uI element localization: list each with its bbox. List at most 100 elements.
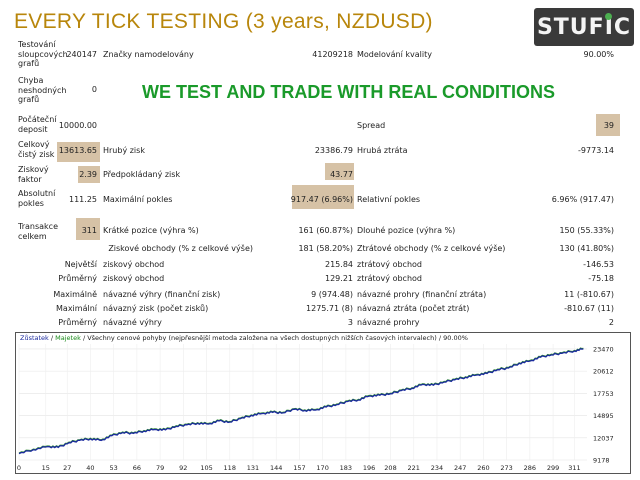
expected-payoff-label: Předpokládaný zisk — [103, 170, 181, 179]
x-tick-label: 221 — [408, 464, 420, 472]
x-tick-label: 27 — [63, 464, 71, 472]
loss-trades-label: Ztrátové obchody (% z celkové výše) — [357, 244, 506, 253]
report-title: EVERY TICK TESTING (3 years, NZDUSD) — [14, 10, 433, 34]
title-main: EVERY TICK TESTING — [14, 10, 240, 33]
x-tick-label: 286 — [524, 464, 536, 472]
net-profit-value: 13613.65 — [58, 146, 97, 155]
short-positions-value: 161 (60.87%) — [298, 226, 353, 235]
bars-label: Testování sloupcových grafů — [18, 40, 68, 68]
expected-payoff-value: 43.77 — [330, 170, 353, 179]
avg-consec-losses-label: návazné prohry — [357, 318, 420, 327]
y-tick-label: 14895 — [593, 412, 614, 420]
largest-loss-value: -146.53 — [583, 260, 614, 269]
long-positions-label: Dlouhé pozice (výhra %) — [357, 226, 456, 235]
avg-profit-value: 129.21 — [325, 274, 353, 283]
chart-lines — [18, 347, 584, 455]
ticks-value: 41209218 — [312, 50, 353, 59]
slogan: WE TEST AND TRADE WITH REAL CONDITIONS — [142, 82, 555, 102]
x-tick-label: 299 — [547, 464, 559, 472]
x-tick-label: 66 — [133, 464, 141, 472]
x-tick-label: 15 — [42, 464, 50, 472]
maximal-profit-label: návazný zisk (počet zisků) — [103, 304, 209, 313]
avg-consec-row-label: Průměrný — [58, 318, 97, 327]
net-profit-highlight — [57, 142, 100, 162]
largest-profit-label: ziskový obchod — [103, 260, 165, 269]
x-tick-label: 92 — [179, 464, 187, 472]
spread-highlight — [596, 114, 620, 136]
deposit-value: 10000.00 — [58, 121, 97, 130]
avg-consec-losses-value: 2 — [608, 318, 614, 327]
max-row-label: Maximálně — [53, 290, 97, 299]
profit-trades-value: 181 (58.20%) — [298, 244, 353, 253]
x-tick-label: 118 — [224, 464, 236, 472]
x-tick-label: 247 — [454, 464, 466, 472]
max-consec-wins-label: návazné výhry (finanční zisk) — [103, 290, 221, 299]
x-tick-label: 183 — [340, 464, 352, 472]
y-tick-label: 23470 — [593, 345, 614, 353]
ticks-label: Značky namodelovány — [103, 50, 194, 59]
x-tick-label: 273 — [500, 464, 512, 472]
maximal-loss-value: -810.67 (11) — [564, 304, 614, 313]
average-row-label: Průměrný — [58, 274, 97, 283]
gross-loss-label: Hrubá ztráta — [357, 146, 408, 155]
profit-factor-highlight — [78, 166, 100, 183]
total-trades-highlight — [76, 218, 100, 240]
max-drawdown-label: Maximální pokles — [103, 195, 173, 204]
avg-consec-wins-value: 3 — [347, 318, 353, 327]
x-tick-label: 0 — [17, 464, 21, 472]
errors-label: Chyba neshodných grafů — [18, 76, 67, 104]
profit-factor-value: 2.39 — [79, 170, 97, 179]
profit-factor-label: Ziskový faktor — [18, 165, 49, 184]
legend-equity: Majetek — [55, 334, 81, 342]
abs-drawdown-value: 111.25 — [69, 195, 97, 204]
x-tick-label: 40 — [86, 464, 94, 472]
maximal-profit-value: 1275.71 (8) — [306, 304, 353, 313]
rel-drawdown-value: 6.96% (917.47) — [551, 195, 614, 204]
spread-value: 39 — [603, 121, 614, 130]
x-tick-label: 157 — [293, 464, 305, 472]
x-tick-label: 196 — [363, 464, 375, 472]
profit-trades-label: Ziskové obchody (% z celkové výše) — [108, 244, 253, 253]
quality-label: Modelování kvality — [357, 50, 432, 59]
deposit-label: Počáteční deposit — [18, 115, 57, 134]
avg-consec-wins-label: návazné výhry — [103, 318, 162, 327]
x-tick-label: 105 — [200, 464, 212, 472]
x-tick-label: 170 — [316, 464, 328, 472]
net-profit-label: Celkový čistý zisk — [18, 140, 55, 159]
gross-loss-value: -9773.14 — [578, 146, 614, 155]
total-trades-value: 311 — [81, 226, 97, 235]
x-tick-label: 79 — [156, 464, 164, 472]
avg-profit-label: ziskový obchod — [103, 274, 165, 283]
short-positions-label: Krátké pozice (výhra %) — [103, 226, 199, 235]
x-tick-label: 234 — [431, 464, 443, 472]
x-axis-ticks: 0 15 27 40 53 66 79 92 105 118 131 144 157 170 183 196 2… — [17, 464, 581, 472]
largest-row-label: Největší — [64, 260, 97, 269]
logo-text: STUFIC — [536, 14, 632, 40]
legend-balance: Zůstatek — [20, 334, 49, 342]
gross-profit-value: 23386.79 — [314, 146, 353, 155]
max-consec-losses-label: návazné prohry (finanční ztráta) — [357, 290, 487, 299]
x-tick-label: 53 — [110, 464, 118, 472]
balance-line — [18, 347, 584, 455]
largest-loss-label: ztrátový obchod — [357, 260, 422, 269]
total-trades-label: Transakce celkem — [18, 222, 58, 241]
avg-loss-value: -75.18 — [588, 274, 614, 283]
spread-label: Spread — [357, 121, 386, 130]
y-tick-label: 9178 — [593, 457, 610, 465]
rel-drawdown-label: Relativní pokles — [357, 195, 421, 204]
chart-legend: Zůstatek / Majetek / Všechny cenové pohy… — [20, 334, 468, 342]
max-consec-wins-value: 9 (974.48) — [311, 290, 353, 299]
max-drawdown-highlight — [292, 185, 354, 209]
avg-loss-label: ztrátový obchod — [357, 274, 422, 283]
maximal-loss-label: návazná ztráta (počet ztrát) — [357, 304, 470, 313]
long-positions-value: 150 (55.33%) — [559, 226, 614, 235]
x-tick-label: 260 — [477, 464, 489, 472]
y-tick-label: 12037 — [593, 434, 614, 442]
x-tick-label: 131 — [247, 464, 259, 472]
chart-grid — [18, 344, 587, 461]
loss-trades-value: 130 (41.80%) — [559, 244, 614, 253]
abs-drawdown-label: Absolutní pokles — [18, 189, 56, 208]
chart-frame — [15, 332, 631, 474]
x-tick-label: 144 — [270, 464, 282, 472]
title-sub: (3 years, NZDUSD) — [245, 10, 433, 33]
